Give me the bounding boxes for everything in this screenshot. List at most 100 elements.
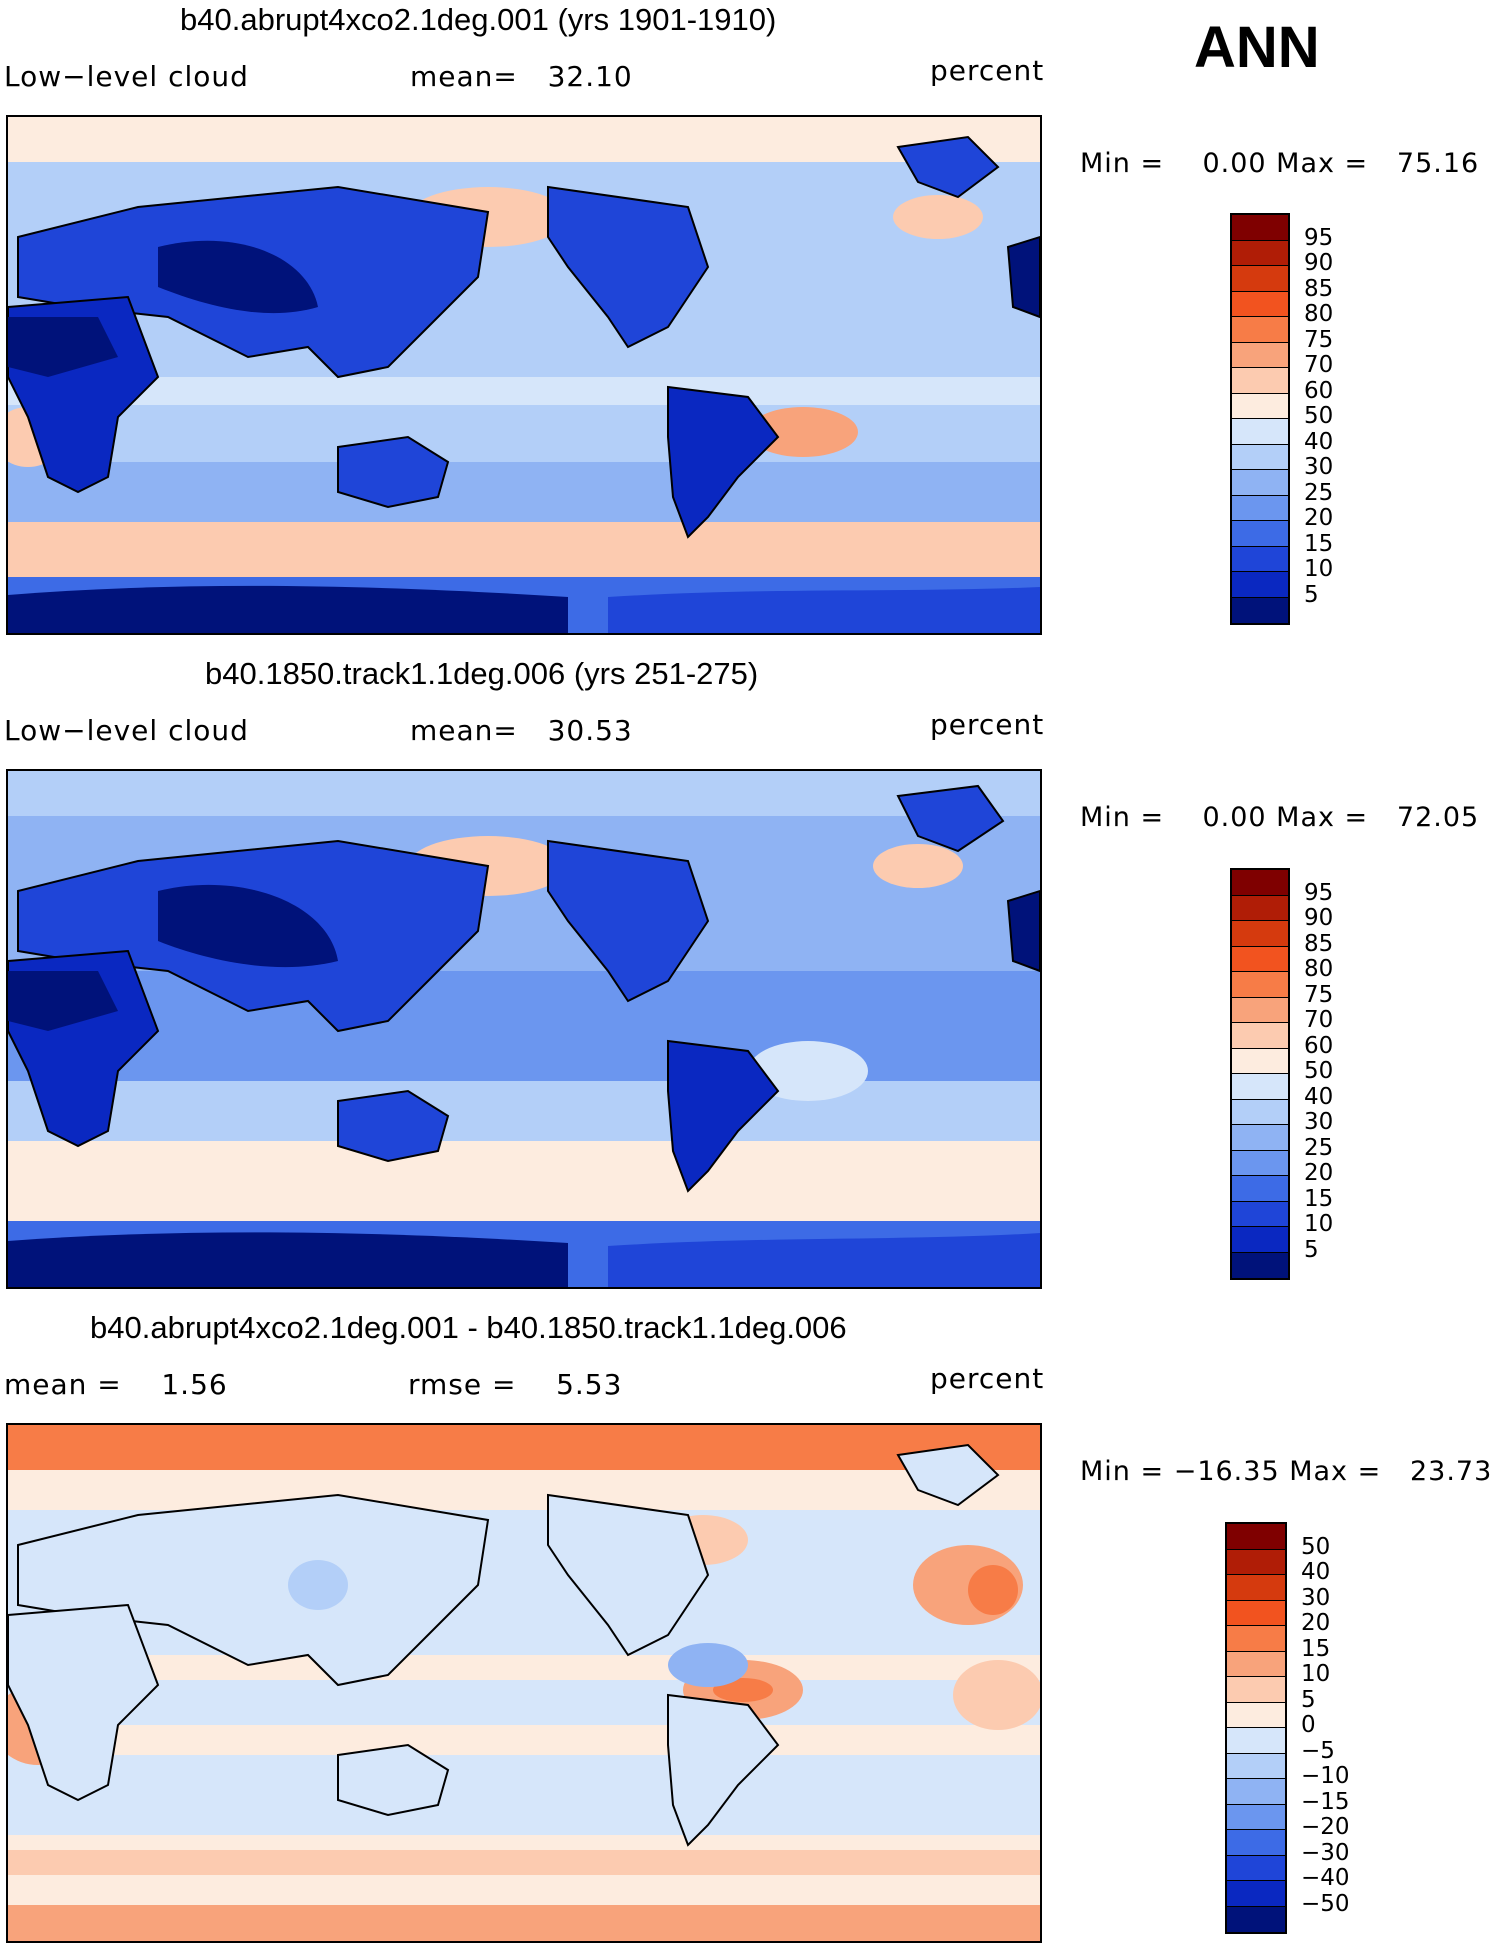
colorbar-tick-label: 80 [1304,956,1334,982]
colorbar-tick-label: 50 [1304,1058,1334,1084]
colorbar-swatch [1227,1575,1285,1601]
colorbar-tick-label: 5 [1304,1236,1319,1263]
colorbar-tick-label: 85 [1304,930,1334,957]
panel-1-colorbar [1230,213,1290,625]
panel-2-colorbar [1230,868,1290,1280]
colorbar-swatch [1232,921,1288,947]
colorbar-tick-label: 75 [1304,981,1334,1008]
panel-1-min-max: Min = 0.00 Max = 75.16 [1080,148,1480,179]
colorbar-swatch [1232,1201,1288,1227]
colorbar-swatch [1232,240,1288,266]
colorbar-tick-label: −20 [1301,1814,1350,1840]
colorbar-swatch [1232,1074,1288,1100]
colorbar-tick-label: 25 [1304,1134,1334,1161]
panel-2-map [6,769,1042,1289]
panel-3-min-max: Min = −16.35 Max = 23.73 [1080,1456,1493,1487]
colorbar-tick-label: 90 [1304,905,1334,931]
panel-3-title: b40.abrupt4xco2.1deg.001 - b40.1850.trac… [90,1310,847,1345]
colorbar-swatch [1227,1524,1285,1550]
colorbar-tick-label: 15 [1304,1185,1334,1212]
colorbar-tick-label: −10 [1301,1763,1350,1789]
colorbar-tick-label: 50 [1304,403,1334,429]
colorbar-swatch [1232,1227,1288,1253]
panel-2-title: b40.1850.track1.1deg.006 (yrs 251-275) [205,656,759,691]
colorbar-swatch [1227,1549,1285,1575]
colorbar-tick-label: −5 [1301,1737,1335,1764]
panel-3-rmse-label: rmse = 5.53 [408,1368,623,1401]
panel-1-title: b40.abrupt4xco2.1deg.001 (yrs 1901-1910) [180,2,777,37]
colorbar-tick-label: 30 [1301,1584,1331,1611]
colorbar-swatch [1232,291,1288,317]
colorbar-swatch [1232,1099,1288,1125]
colorbar-tick-label: 90 [1304,250,1334,276]
colorbar-swatch [1227,1753,1285,1779]
colorbar-swatch [1232,444,1288,470]
panel-1-mean-label: mean= 32.10 [410,60,633,93]
colorbar-swatch [1232,972,1288,998]
colorbar-swatch [1227,1651,1285,1677]
colorbar-swatch [1227,1906,1285,1932]
panel-3-map [6,1423,1042,1943]
panel-1-variable-label: Low−level cloud [4,60,249,93]
colorbar-tick-label: −30 [1301,1839,1350,1866]
colorbar-swatch [1232,1176,1288,1202]
colorbar-tick-label: 30 [1304,1109,1334,1135]
colorbar-swatch [1232,419,1288,445]
colorbar-swatch [1227,1728,1285,1754]
colorbar-swatch [1227,1855,1285,1881]
colorbar-swatch [1227,1600,1285,1626]
colorbar-tick-label: 40 [1304,1083,1334,1110]
colorbar-tick-label: 15 [1301,1635,1331,1662]
colorbar-tick-label: 10 [1304,1211,1334,1237]
colorbar-swatch [1232,1252,1288,1278]
season-label: ANN [1194,15,1320,80]
colorbar-swatch [1232,597,1288,623]
colorbar-swatch [1232,266,1288,292]
colorbar-tick-label: 95 [1304,224,1334,251]
colorbar-swatch [1232,342,1288,368]
colorbar-tick-label: 70 [1304,352,1334,378]
colorbar-tick-label: 5 [1304,581,1319,608]
colorbar-swatch [1232,1150,1288,1176]
colorbar-swatch [1232,572,1288,598]
colorbar-tick-label: 20 [1304,1160,1334,1186]
colorbar-swatch [1232,521,1288,547]
colorbar-tick-label: 10 [1301,1661,1331,1687]
panel-3-units-label: percent [930,1362,1045,1395]
colorbar-tick-label: 70 [1304,1007,1334,1033]
colorbar-swatch [1232,895,1288,921]
colorbar-swatch [1232,470,1288,496]
colorbar-swatch [1232,368,1288,394]
colorbar-tick-label: 85 [1304,275,1334,302]
colorbar-tick-label: −15 [1301,1788,1350,1815]
colorbar-tick-label: 20 [1301,1610,1331,1636]
colorbar-tick-label: 95 [1304,879,1334,906]
panel-2-min-max: Min = 0.00 Max = 72.05 [1080,802,1480,833]
panel-1-units-label: percent [930,54,1045,87]
colorbar-tick-label: 25 [1304,479,1334,506]
colorbar-tick-label: −50 [1301,1890,1350,1917]
colorbar-tick-label: 15 [1304,530,1334,557]
colorbar-swatch [1227,1626,1285,1652]
colorbar-swatch [1232,1023,1288,1049]
colorbar-swatch [1232,1048,1288,1074]
colorbar-tick-label: 0 [1301,1712,1316,1738]
colorbar-tick-label: 80 [1304,301,1334,327]
colorbar-swatch [1227,1881,1285,1907]
colorbar-swatch [1227,1677,1285,1703]
colorbar-swatch [1232,495,1288,521]
colorbar-tick-label: 30 [1304,454,1334,480]
colorbar-swatch [1232,393,1288,419]
colorbar-tick-label: −40 [1301,1865,1350,1891]
colorbar-tick-label: 75 [1304,326,1334,353]
colorbar-tick-label: 60 [1304,377,1334,404]
colorbar-swatch [1232,546,1288,572]
colorbar-tick-label: 40 [1301,1559,1331,1585]
colorbar-swatch [1232,1125,1288,1151]
colorbar-tick-label: 5 [1301,1686,1316,1713]
panel-2-variable-label: Low−level cloud [4,714,249,747]
colorbar-tick-label: 60 [1304,1032,1334,1059]
colorbar-swatch [1232,215,1288,241]
colorbar-swatch [1227,1779,1285,1805]
colorbar-tick-label: 10 [1304,556,1334,582]
